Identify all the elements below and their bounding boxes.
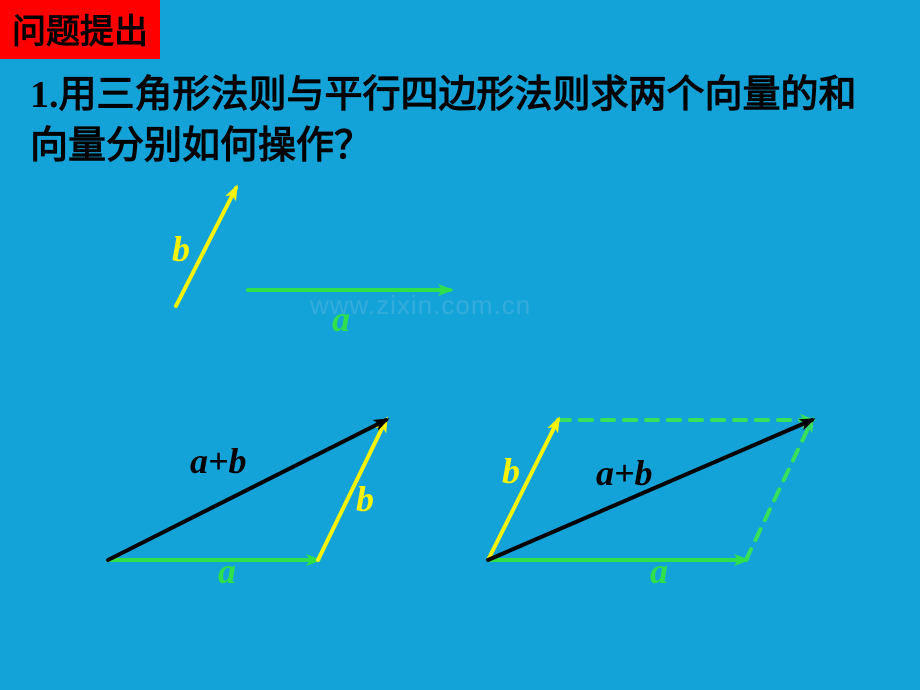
vector-label-b: b xyxy=(172,228,190,270)
triangle-vector-sum xyxy=(108,420,386,560)
parallelogram-vector-b xyxy=(488,420,558,560)
vector-label-aplusb: a+b xyxy=(190,440,247,482)
triangle-vector-b xyxy=(318,420,386,560)
parallelogram-dashed-right xyxy=(746,420,812,560)
vector-label-b: b xyxy=(502,450,520,492)
vector-label-aplusb: a+b xyxy=(596,452,653,494)
vector-label-a: a xyxy=(650,550,668,592)
vector-label-a: a xyxy=(218,550,236,592)
vector-label-b: b xyxy=(356,478,374,520)
vector-label-a: a xyxy=(332,298,350,340)
diagram-layer xyxy=(0,0,920,690)
